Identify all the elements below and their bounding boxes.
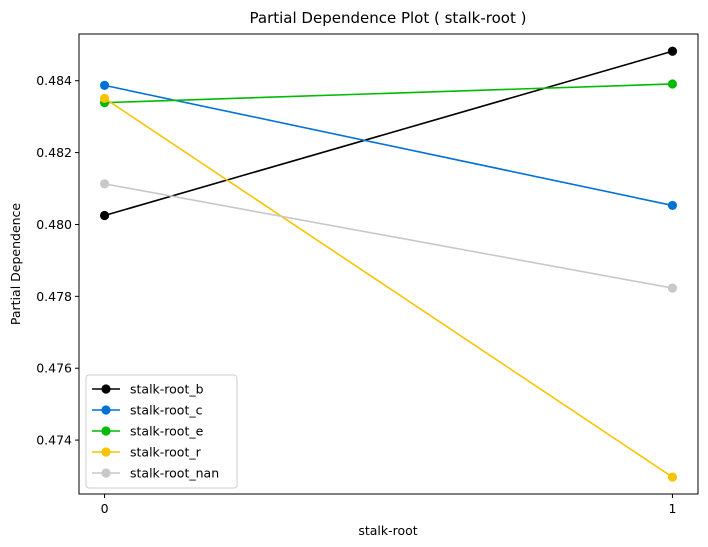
legend-marker [101,384,111,394]
x-tick-label: 1 [668,501,676,516]
data-point [667,472,678,482]
y-tick-label: 0.476 [36,361,72,376]
data-point [667,46,678,56]
legend-marker [101,447,111,457]
data-point [667,283,678,293]
y-axis: 0.474 0.476 0.478 0.480 0.482 0.484 [36,73,79,448]
data-point [99,93,110,103]
legend-label: stalk-root_nan [130,466,219,481]
series-stalk-root_nan [99,179,678,293]
data-point [99,179,110,189]
legend-item: stalk-root_e [92,424,204,439]
legend-marker [101,426,111,436]
legend: stalk-root_b stalk-root_c stalk-root_estal… [85,374,238,489]
series-stalk-root_b [99,46,678,221]
legend-marker [101,405,111,415]
y-tick-label: 0.482 [36,145,72,160]
legend-label: stalk-root_r [130,445,202,460]
x-axis-label: stalk-root [358,523,417,538]
legend-label: stalk-root_c [130,403,203,418]
series-stalk-root_r [99,93,678,482]
series-line [104,84,673,207]
x-tick-label: 0 [101,501,109,516]
legend-label: stalk-root_e [130,424,204,439]
series-layer [99,46,678,482]
legend-label: stalk-root_b [130,382,204,397]
series-stalk-root_c [99,80,678,211]
legend-item: stalk-root_r [92,445,202,460]
legend-marker [101,468,111,478]
legend-item: stalk-root_c [92,403,203,418]
y-tick-label: 0.474 [36,433,72,448]
y-tick-label: 0.484 [36,73,72,88]
legend-box [85,374,238,489]
data-point [99,80,110,90]
data-point [667,79,678,89]
series-line [104,50,673,217]
data-point [99,210,110,221]
chart-title: Partial Dependence Plot ( stalk-root ) [250,9,527,27]
series-line [104,97,673,478]
series-line [104,83,673,104]
series-line [104,183,673,289]
legend-item: stalk-root_nan [92,466,219,481]
y-axis-label: Partial Dependence [8,203,23,326]
y-tick-label: 0.478 [36,289,72,304]
data-point [667,200,678,211]
legend-item: stalk-root_b [92,382,204,397]
y-tick-label: 0.480 [36,217,72,232]
